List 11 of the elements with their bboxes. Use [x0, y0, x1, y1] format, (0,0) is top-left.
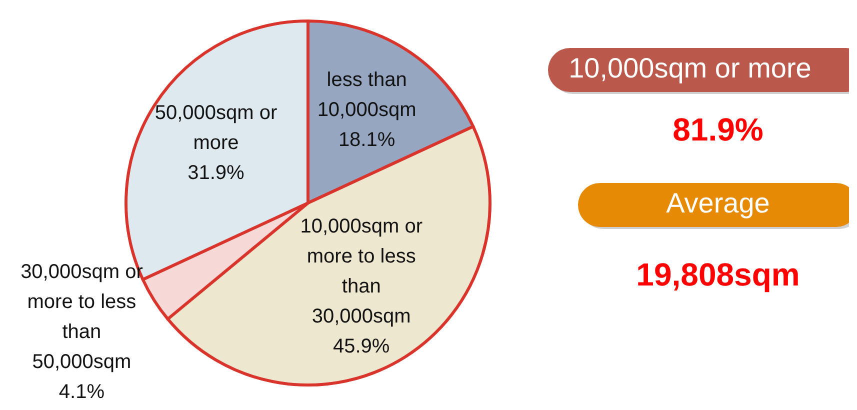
text: 10,000sqm or more [568, 52, 812, 84]
data-label: 31.9% [188, 162, 245, 184]
slice-label: 50,000sqm or more [154, 102, 278, 154]
data-label: 4.1% [58, 381, 105, 404]
text: 19,808sqm [636, 256, 800, 292]
slice-label: less than 10,000sqm [317, 69, 416, 122]
data-label: 45.9% [333, 336, 390, 358]
text: 81.9% [672, 111, 764, 148]
slice-label: 10,000sqm or more to less than 30,000sqm [300, 216, 423, 328]
text: Average [666, 187, 770, 218]
data-label: 18.1% [338, 129, 396, 152]
